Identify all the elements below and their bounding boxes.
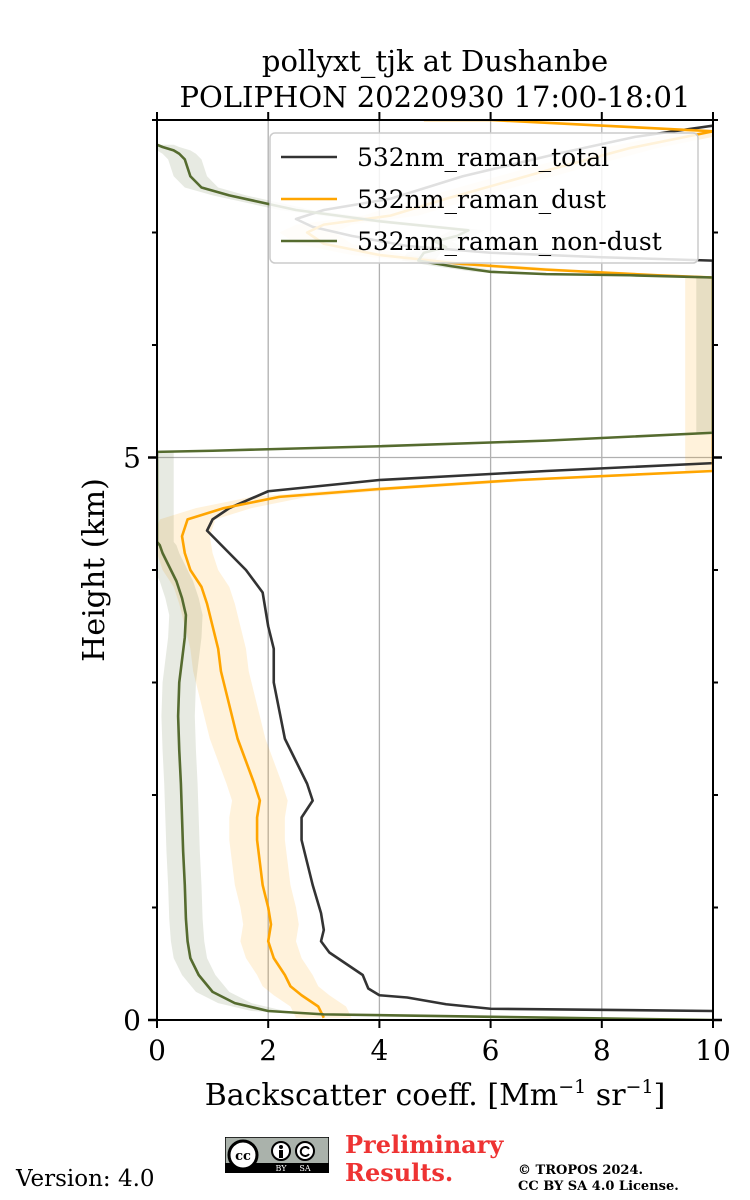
legend: 532nm_raman_total 532nm_raman_dust 532nm_r… xyxy=(269,132,699,264)
cc-by-text: BY xyxy=(275,1164,287,1173)
cc-sa-text: SA xyxy=(299,1164,310,1173)
preliminary-notice: Preliminary Results. xyxy=(345,1131,503,1187)
chart-title-line2: POLIPHON 20220930 17:00-18:01 xyxy=(180,80,691,114)
x-tick-label: 4 xyxy=(370,1034,388,1067)
copyright-line1: © TROPOS 2024. xyxy=(518,1163,644,1178)
legend-label-532nm_raman_non-dust: 532nm_raman_non-dust xyxy=(357,227,662,256)
legend-label-532nm_raman_dust: 532nm_raman_dust xyxy=(357,185,606,214)
copyright-line2: CC BY SA 4.0 License. xyxy=(518,1179,679,1194)
x-tick-label: 6 xyxy=(482,1034,500,1067)
x-tick-label: 2 xyxy=(259,1034,277,1067)
x-tick-label: 0 xyxy=(148,1034,166,1067)
y-axis-label: Height (km) xyxy=(77,478,112,662)
cc-text: cc xyxy=(235,1149,251,1164)
y-tick-label: 0 xyxy=(123,1004,141,1037)
x-axis-label: Backscatter coeff. [Mm−1 sr−1] xyxy=(205,1076,666,1113)
x-tick-label: 10 xyxy=(695,1034,731,1067)
grid-lines xyxy=(157,120,713,1020)
cc-icon xyxy=(227,1139,259,1171)
legend-label-532nm_raman_total: 532nm_raman_total xyxy=(357,143,609,172)
share-alike-icon xyxy=(295,1141,315,1161)
copyright-notice: © TROPOS 2024. CC BY SA 4.0 License. xyxy=(518,1163,679,1195)
chart-title-line1: pollyxt_tjk at Dushanbe xyxy=(262,44,608,79)
preliminary-line1: Preliminary xyxy=(345,1130,504,1159)
preliminary-line2: Results. xyxy=(345,1158,454,1187)
y-tick-label: 5 xyxy=(123,442,141,475)
legend-box xyxy=(269,132,699,264)
version-label: Version: 4.0 xyxy=(16,1166,155,1192)
cc-by-sa-badge: cc BY SA xyxy=(225,1137,329,1173)
axis-ticks: 0 2 4 6 8 10 0 5 xyxy=(123,112,731,1067)
x-tick-label: 8 xyxy=(593,1034,611,1067)
